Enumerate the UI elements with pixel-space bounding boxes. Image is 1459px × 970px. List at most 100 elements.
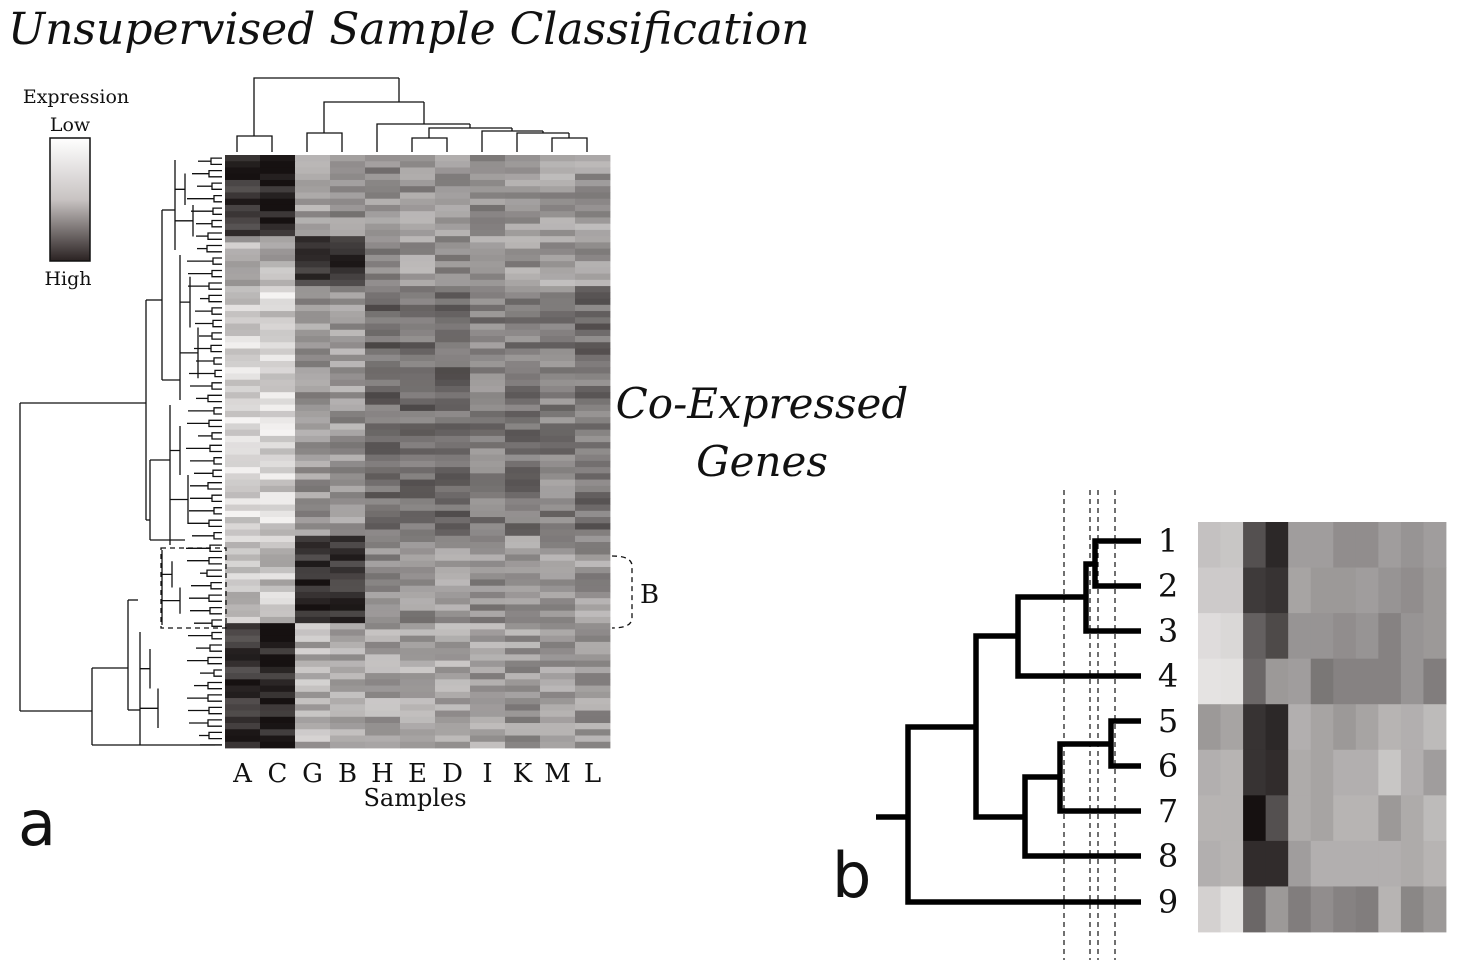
- heatmap-cell: [365, 454, 401, 462]
- heatmap-cell: [435, 666, 471, 674]
- heatmap-cell: [505, 242, 541, 250]
- heatmap-cell: [505, 392, 541, 399]
- detail-heatmap-cell: [1220, 658, 1244, 705]
- heatmap-cell: [575, 360, 611, 368]
- heatmap-cell: [225, 673, 261, 680]
- detail-heatmap-cell: [1265, 704, 1289, 751]
- expression-legend: Expression Low High: [23, 86, 129, 290]
- heatmap-cell: [540, 379, 576, 387]
- heatmap-cell: [225, 204, 261, 212]
- heatmap-cell: [505, 298, 541, 306]
- detail-heatmap-cell: [1198, 704, 1221, 751]
- heatmap-cell: [540, 155, 576, 162]
- heatmap-cell: [295, 473, 331, 480]
- heatmap-cell: [470, 616, 506, 624]
- heatmap-cell: [470, 635, 506, 643]
- heatmap-cell: [295, 504, 331, 512]
- heatmap-cell: [330, 304, 366, 312]
- heatmap-cell: [435, 198, 471, 206]
- heatmap-cell: [225, 654, 261, 662]
- heatmap-cell: [540, 273, 576, 281]
- heatmap-cell: [505, 217, 541, 225]
- heatmap-cell: [505, 173, 541, 181]
- heatmap-cell: [470, 623, 506, 630]
- heatmap-cell: [260, 354, 296, 362]
- heatmap-cell: [330, 604, 366, 612]
- heatmap-cell: [400, 373, 436, 381]
- heatmap-cell: [260, 161, 296, 168]
- detail-heatmap-cell: [1265, 567, 1289, 614]
- heatmap-cell: [365, 629, 401, 637]
- detail-heatmap-cell: [1243, 886, 1267, 933]
- heatmap-cell: [295, 192, 331, 200]
- heatmap-cell: [505, 698, 541, 705]
- heatmap-cell: [295, 385, 331, 393]
- heatmap-cell: [435, 548, 471, 555]
- heatmap-cell: [435, 698, 471, 705]
- heatmap-cell: [365, 573, 401, 580]
- heatmap-cell: [400, 267, 436, 274]
- heatmap-cell: [400, 435, 436, 443]
- heatmap-cell: [330, 367, 366, 374]
- heatmap-cell: [295, 654, 331, 662]
- heatmap-cell: [575, 336, 611, 343]
- heatmap-cell: [225, 548, 261, 555]
- heatmap-cell: [400, 517, 436, 524]
- heatmap-cell: [225, 485, 261, 493]
- heatmap-cell: [365, 161, 401, 168]
- heatmap-cell: [295, 229, 331, 237]
- cluster-b-label: B: [640, 580, 659, 610]
- heatmap-cell: [260, 204, 296, 212]
- heatmap-cell: [435, 723, 471, 730]
- heatmap-cell: [470, 248, 506, 256]
- heatmap-cell: [365, 167, 401, 175]
- heatmap-cell: [225, 510, 261, 518]
- detail-heatmap-cell: [1400, 886, 1424, 933]
- heatmap-cell: [225, 192, 261, 200]
- heatmap-cell: [400, 317, 436, 324]
- heatmap-cell: [540, 354, 576, 362]
- heatmap-cell: [225, 716, 261, 724]
- heatmap-cell: [575, 560, 611, 568]
- detail-heatmap-cell: [1378, 840, 1402, 887]
- heatmap-cell: [365, 635, 401, 643]
- heatmap-cell: [575, 298, 611, 306]
- heatmap-cell: [470, 523, 506, 530]
- heatmap-cell: [295, 323, 331, 331]
- heatmap-cell: [540, 279, 576, 287]
- heatmap-cell: [365, 354, 401, 362]
- heatmap-cell: [540, 691, 576, 699]
- heatmap-cell: [400, 554, 436, 562]
- heatmap-cell: [505, 654, 541, 662]
- figure-title: Unsupervised Sample Classification: [8, 4, 810, 55]
- heatmap-cell: [365, 254, 401, 262]
- heatmap-cell: [330, 548, 366, 555]
- heatmap-cell: [330, 229, 366, 237]
- heatmap-cell: [295, 292, 331, 299]
- heatmap-cell: [505, 610, 541, 618]
- heatmap-cell: [330, 404, 366, 412]
- heatmap-cell: [400, 610, 436, 618]
- heatmap-cell: [470, 323, 506, 331]
- heatmap-cell: [330, 211, 366, 218]
- heatmap-cell: [330, 179, 366, 187]
- heatmap-cell: [400, 242, 436, 250]
- heatmap-cell: [470, 654, 506, 662]
- detail-heatmap-cell: [1243, 658, 1267, 705]
- heatmap-cell: [470, 479, 506, 487]
- heatmap-cell: [435, 629, 471, 637]
- heatmap-cell: [470, 342, 506, 349]
- heatmap-cell: [365, 479, 401, 487]
- heatmap-cell: [575, 173, 611, 181]
- detail-heatmap-cell: [1265, 749, 1289, 796]
- heatmap-cell: [540, 317, 576, 324]
- heatmap-cell: [540, 311, 576, 318]
- heatmap-cell: [505, 261, 541, 268]
- heatmap-cell: [435, 360, 471, 368]
- heatmap-cell: [400, 179, 436, 187]
- heatmap-cell: [225, 261, 261, 268]
- heatmap-cell: [295, 623, 331, 630]
- panel-a-row-dendrogram: [19, 157, 222, 746]
- heatmap-cell: [225, 473, 261, 480]
- heatmap-cell: [400, 679, 436, 686]
